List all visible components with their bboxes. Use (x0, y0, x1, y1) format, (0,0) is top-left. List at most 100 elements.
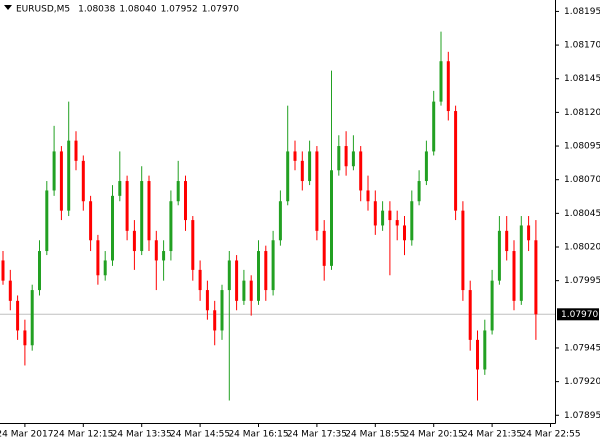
candle-body (16, 300, 20, 331)
candle-body (446, 61, 450, 112)
candle-body (23, 330, 27, 346)
candle-body (337, 146, 341, 171)
candle-body (512, 251, 516, 301)
candle-body (74, 140, 78, 161)
candle-body (468, 290, 472, 340)
candle-body (220, 290, 224, 331)
x-tick-label: 24 Mar 22:55 (520, 430, 580, 440)
candle-body (140, 181, 144, 252)
candle-body (278, 201, 282, 241)
candle-body (184, 181, 187, 221)
candle-body (483, 330, 487, 370)
candle-body (198, 269, 202, 291)
candle-body (373, 201, 377, 226)
x-tick-label: 24 Mar 14:55 (170, 430, 230, 440)
candle-body (359, 151, 363, 191)
candle-body (300, 160, 304, 182)
candle-body (242, 280, 246, 301)
candle-body (519, 225, 523, 301)
candle-body (154, 240, 158, 261)
symbol-label: EURUSD,M5 (16, 5, 70, 15)
candle-body (286, 151, 290, 202)
candle-body (8, 280, 12, 301)
x-tick-label: 24 Mar 20:15 (404, 430, 464, 440)
candle-body (417, 181, 421, 202)
candle-body (96, 240, 100, 276)
x-tick-label: 24 Mar 13:35 (112, 430, 172, 440)
candle-body (111, 195, 114, 261)
candle-body (235, 260, 239, 301)
candle-body (162, 251, 166, 261)
y-tick-label: 1.07920 (564, 377, 600, 387)
candle-body (1, 260, 5, 281)
candle-body (213, 310, 217, 331)
y-tick-label: 1.08195 (564, 7, 600, 17)
candle-body (59, 151, 63, 211)
candle-body (403, 225, 406, 241)
y-tick-label: 1.07995 (564, 276, 600, 286)
candle-body (505, 230, 509, 252)
y-tick-label: 1.08045 (564, 209, 600, 219)
candle-body (395, 220, 399, 226)
candle-body (293, 151, 297, 161)
candle-body (205, 290, 209, 311)
candle-body (461, 210, 465, 291)
x-tick-label: 24 Mar 18:55 (345, 430, 405, 440)
candle-body (454, 111, 458, 211)
candle-body (476, 339, 479, 370)
candle-body (118, 181, 122, 196)
candle-body (67, 140, 71, 211)
y-tick-label: 1.08070 (564, 175, 600, 185)
candle-body (497, 230, 501, 281)
header-value: 1.08040 (119, 5, 156, 15)
candle-body (89, 201, 93, 241)
header-value: 1.07952 (161, 5, 198, 15)
candle-body (45, 190, 49, 252)
candle-body (308, 151, 312, 182)
candle-body (52, 151, 56, 191)
candle-body (125, 181, 129, 231)
x-tick-label: 24 Mar 2017 (0, 430, 53, 440)
x-tick-label: 24 Mar 17:35 (287, 430, 347, 440)
candle-body (527, 225, 531, 241)
x-tick-label: 24 Mar 16:15 (228, 430, 288, 440)
candle-body (169, 201, 173, 252)
candle-body (388, 210, 392, 221)
candle-body (322, 230, 326, 266)
y-tick-label: 1.08145 (564, 74, 600, 84)
candle-body (227, 260, 231, 291)
y-tick-label: 1.08120 (564, 108, 600, 118)
candle-body (147, 181, 151, 241)
candle-body (534, 240, 538, 315)
candle-body (439, 61, 443, 102)
candle-body (432, 101, 436, 152)
candle-body (344, 146, 348, 167)
candle-body (176, 181, 180, 202)
candle-body (410, 201, 414, 241)
candle-body (257, 251, 260, 301)
header-value: 1.08038 (78, 5, 115, 15)
x-tick-label: 24 Mar 12:15 (53, 430, 113, 440)
candle-body (381, 210, 385, 226)
y-tick-label: 1.08020 (564, 243, 600, 253)
y-tick-label: 1.07945 (564, 343, 600, 353)
last-price-box (557, 308, 599, 321)
candle-body (249, 280, 253, 301)
candle-body (191, 220, 195, 270)
candle-body (351, 151, 355, 167)
candle-body (132, 230, 136, 252)
x-tick-label: 24 Mar 21:35 (462, 430, 522, 440)
candle-body (30, 290, 34, 346)
candle-body (81, 160, 85, 202)
y-tick-label: 1.08170 (564, 41, 600, 51)
candle-body (315, 151, 319, 231)
candle-body (424, 151, 428, 182)
header-value: 1.07970 (202, 5, 239, 15)
candle-body (103, 260, 107, 276)
y-tick-label: 1.08095 (564, 142, 600, 152)
menu-icon[interactable] (4, 5, 12, 10)
last-price-label: 1.07970 (561, 310, 598, 320)
